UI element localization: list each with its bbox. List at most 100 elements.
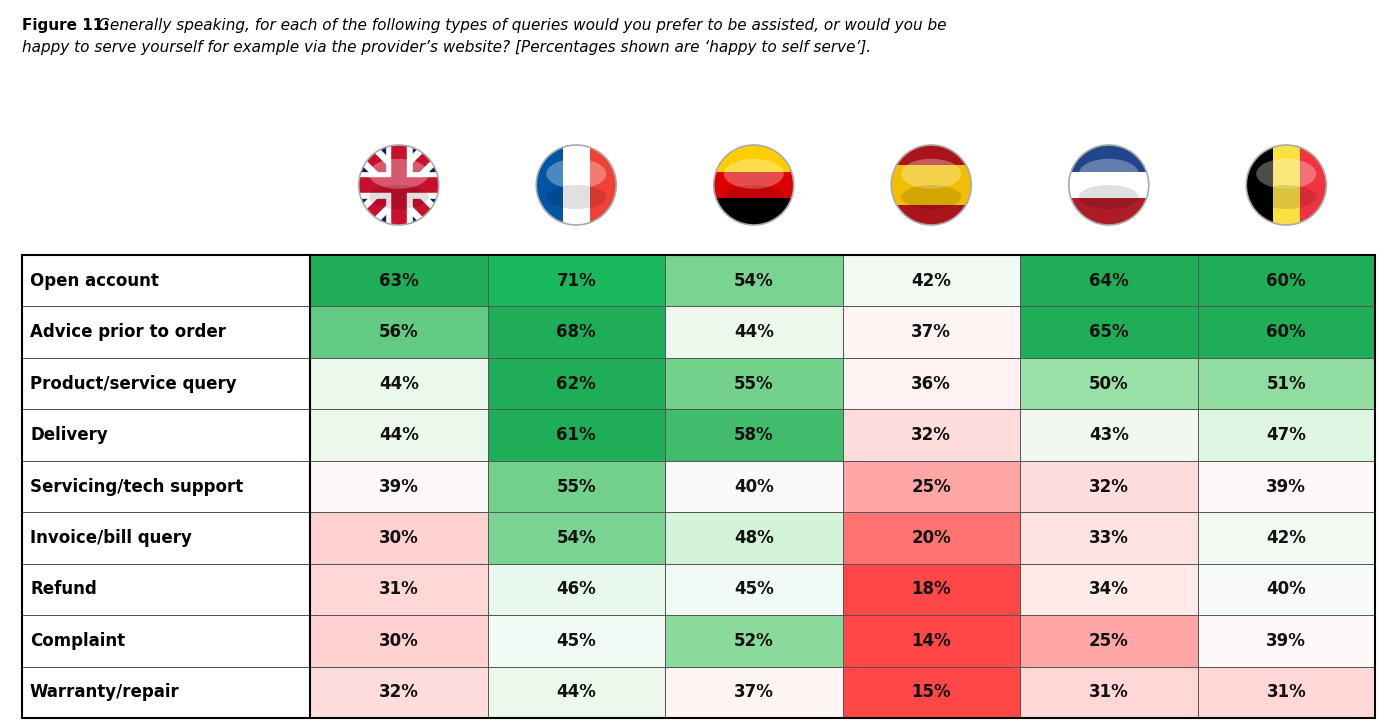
Text: Complaint: Complaint [31, 632, 125, 650]
Text: happy to serve yourself for example via the provider’s website? [Percentages sho: happy to serve yourself for example via … [22, 40, 872, 55]
Bar [22, 255, 1375, 718]
Bar [891, 165, 972, 205]
Circle shape [359, 145, 439, 225]
Text: 18%: 18% [912, 580, 951, 598]
Text: 65%: 65% [1088, 323, 1129, 341]
Text: 61%: 61% [556, 426, 596, 444]
Bar [1069, 197, 1150, 225]
Ellipse shape [901, 185, 962, 209]
Bar [22, 306, 310, 358]
Bar [1069, 171, 1150, 198]
Bar [1020, 615, 1198, 666]
Bar [310, 513, 488, 563]
Text: 44%: 44% [734, 323, 774, 341]
Text: 14%: 14% [912, 632, 951, 650]
Bar [1020, 358, 1198, 409]
Bar [488, 461, 664, 513]
Bar [488, 563, 664, 615]
Bar [664, 461, 842, 513]
Text: 54%: 54% [556, 529, 596, 547]
Text: 55%: 55% [556, 478, 596, 496]
Text: 25%: 25% [912, 478, 951, 496]
Bar [22, 513, 310, 563]
Text: 44%: 44% [379, 375, 418, 393]
Text: Warranty/repair: Warranty/repair [31, 683, 179, 701]
Text: 32%: 32% [379, 683, 418, 701]
Bar [842, 306, 1020, 358]
Text: 71%: 71% [556, 272, 596, 290]
Ellipse shape [724, 185, 784, 209]
Text: 55%: 55% [734, 375, 774, 393]
Bar [22, 461, 310, 513]
Bar [1020, 306, 1198, 358]
Bar [488, 666, 664, 718]
Text: 44%: 44% [379, 426, 418, 444]
Text: 34%: 34% [1088, 580, 1129, 598]
Bar [22, 615, 310, 666]
Text: 42%: 42% [912, 272, 951, 290]
Bar [713, 144, 794, 171]
Text: 60%: 60% [1266, 323, 1307, 341]
Text: Refund: Refund [31, 580, 97, 598]
Text: 42%: 42% [1266, 529, 1307, 547]
Text: 40%: 40% [734, 478, 774, 496]
Bar [664, 666, 842, 718]
Ellipse shape [546, 185, 606, 209]
Text: 31%: 31% [1088, 683, 1129, 701]
Text: 50%: 50% [1088, 375, 1129, 393]
Text: 30%: 30% [379, 529, 418, 547]
Bar [664, 306, 842, 358]
Bar [537, 145, 563, 225]
Text: 32%: 32% [1088, 478, 1129, 496]
Text: 39%: 39% [379, 478, 418, 496]
Bar [1020, 666, 1198, 718]
Bar [1198, 615, 1375, 666]
Text: 62%: 62% [556, 375, 596, 393]
Text: Advice prior to order: Advice prior to order [31, 323, 227, 341]
Text: 31%: 31% [1266, 683, 1307, 701]
Text: 54%: 54% [734, 272, 774, 290]
Bar [310, 461, 488, 513]
Bar [1198, 255, 1375, 306]
Bar [1020, 409, 1198, 461]
Bar [22, 409, 310, 461]
Bar [310, 358, 488, 409]
Text: Invoice/bill query: Invoice/bill query [31, 529, 192, 547]
Bar [842, 409, 1020, 461]
Ellipse shape [724, 159, 784, 189]
Text: 60%: 60% [1266, 272, 1307, 290]
Bar [488, 409, 664, 461]
Bar [842, 615, 1020, 666]
Ellipse shape [368, 185, 428, 209]
Bar [1198, 409, 1375, 461]
Text: 39%: 39% [1266, 478, 1307, 496]
Bar [1198, 306, 1375, 358]
Text: 31%: 31% [379, 580, 418, 598]
Bar [842, 666, 1020, 718]
Text: 51%: 51% [1266, 375, 1307, 393]
Bar [1020, 255, 1198, 306]
Bar [1273, 145, 1300, 225]
Bar [310, 615, 488, 666]
Bar [664, 255, 842, 306]
Text: 58%: 58% [734, 426, 774, 444]
Text: 44%: 44% [556, 683, 596, 701]
Bar [664, 563, 842, 615]
Bar [488, 615, 664, 666]
Bar [310, 255, 488, 306]
Text: 36%: 36% [912, 375, 951, 393]
Text: 40%: 40% [1266, 580, 1307, 598]
Text: Generally speaking, for each of the following types of queries would you prefer : Generally speaking, for each of the foll… [99, 18, 947, 33]
Bar [713, 171, 794, 198]
Bar [22, 563, 310, 615]
Text: 52%: 52% [734, 632, 774, 650]
Bar [22, 666, 310, 718]
Bar [1198, 461, 1375, 513]
Text: Delivery: Delivery [31, 426, 108, 444]
Text: 48%: 48% [734, 529, 774, 547]
Bar [310, 306, 488, 358]
Bar [1198, 358, 1375, 409]
Text: 43%: 43% [1088, 426, 1129, 444]
Bar [589, 145, 617, 225]
Text: 46%: 46% [556, 580, 596, 598]
